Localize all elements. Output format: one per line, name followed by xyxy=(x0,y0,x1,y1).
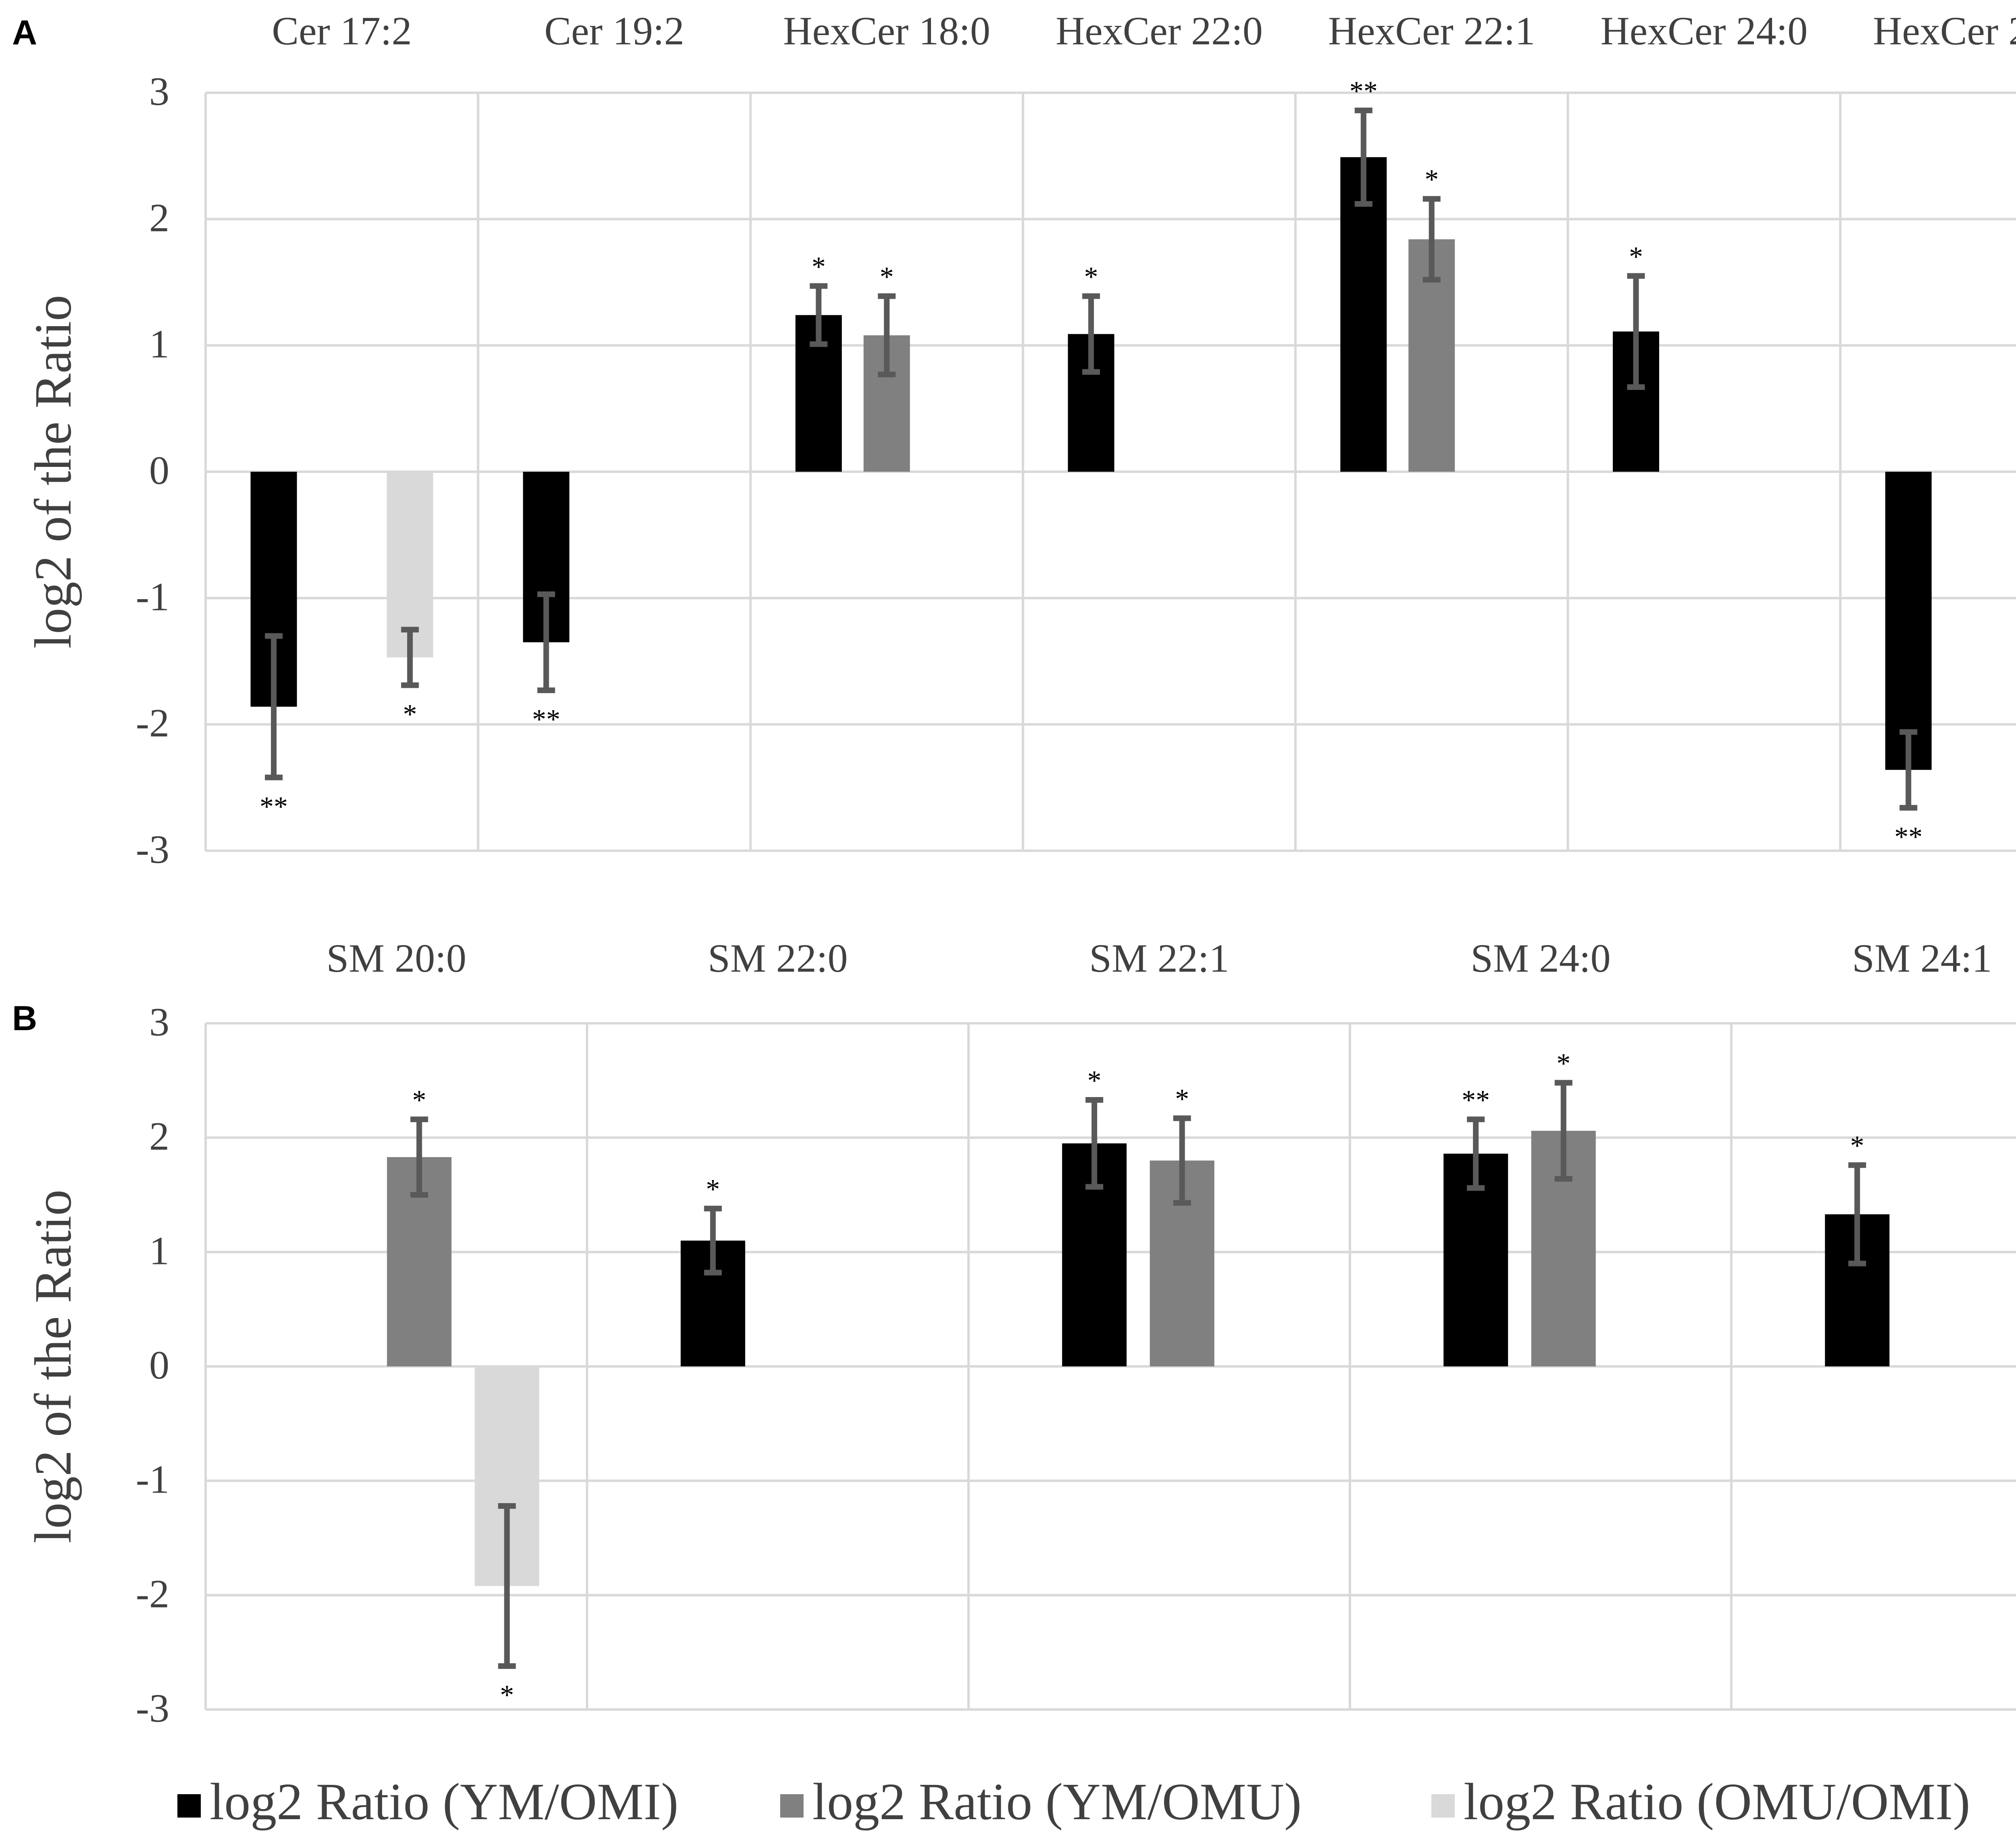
y-tick-label: -2 xyxy=(136,1571,169,1616)
significance-mark: ** xyxy=(532,704,560,735)
bar xyxy=(387,472,433,658)
significance-mark: ** xyxy=(260,791,288,822)
significance-mark: ** xyxy=(1894,821,1922,852)
y-tick-label: 0 xyxy=(149,448,169,493)
category-label: HexCer 22:0 xyxy=(1056,8,1263,53)
y-tick-label: 2 xyxy=(149,1114,169,1159)
chart-panel-a: 3 2 1 0 -1 -2 -3 log2 of the Ratio Cer 17:2 Cer 1… xyxy=(24,8,2016,872)
y-tick-label: 1 xyxy=(149,1228,169,1273)
significance-mark: * xyxy=(1425,164,1439,195)
legend-swatch xyxy=(177,1794,201,1818)
chart-panel-b: 3 2 1 0 -1 -2 -3 log2 of the Ratio SM 20:0 SM 22:… xyxy=(24,936,2016,1730)
category-label: HexCer 22:1 xyxy=(1328,8,1535,53)
legend-swatch xyxy=(1431,1794,1455,1818)
significance-mark: * xyxy=(812,251,826,282)
category-label: SM 24:0 xyxy=(1470,936,1610,981)
panel-label-a: A xyxy=(12,13,37,52)
y-tick-label: -1 xyxy=(136,574,169,619)
y-tick-label: 3 xyxy=(149,1000,169,1044)
significance-mark: * xyxy=(500,1680,514,1711)
y-axis-label: log2 of the Ratio xyxy=(24,295,82,648)
legend-label: log2 Ratio (YM/OMU) xyxy=(812,1773,1302,1831)
significance-mark: * xyxy=(880,261,894,292)
category-label: HexCer 18:0 xyxy=(783,8,990,53)
category-label: SM 22:0 xyxy=(708,936,848,981)
category-label: Cer 17:2 xyxy=(272,8,412,53)
y-tick-label: -3 xyxy=(136,1686,169,1730)
bar xyxy=(1885,472,1932,770)
y-tick-label: 1 xyxy=(149,322,169,366)
legend-label: log2 Ratio (YM/OMI) xyxy=(210,1773,679,1831)
legend-swatch xyxy=(780,1794,804,1818)
category-label: SM 22:1 xyxy=(1089,936,1229,981)
y-tick-label: -3 xyxy=(136,827,169,872)
significance-mark: ** xyxy=(1462,1085,1490,1116)
significance-mark: * xyxy=(403,699,417,730)
significance-mark: * xyxy=(1087,1065,1102,1096)
significance-mark: * xyxy=(1084,261,1098,292)
significance-mark: * xyxy=(1629,241,1643,272)
category-label: HexCer 26:4 xyxy=(1873,8,2016,53)
category-label: SM 20:0 xyxy=(326,936,466,981)
y-tick-label: -2 xyxy=(136,701,169,745)
significance-mark: * xyxy=(1175,1083,1189,1114)
legend: log2 Ratio (YM/OMI) log2 Ratio (YM/OMU) lo… xyxy=(177,1773,1970,1831)
legend-label: log2 Ratio (OMU/OMI) xyxy=(1464,1773,1970,1831)
significance-mark: * xyxy=(1850,1131,1864,1162)
category-label: HexCer 24:0 xyxy=(1601,8,1808,53)
y-tick-label: 3 xyxy=(149,69,169,114)
significance-mark: * xyxy=(706,1174,720,1205)
bar xyxy=(1340,157,1387,472)
significance-mark: * xyxy=(412,1085,426,1116)
category-label: Cer 19:2 xyxy=(544,8,684,53)
y-axis-label: log2 of the Ratio xyxy=(24,1189,82,1543)
significance-mark: * xyxy=(1556,1048,1570,1079)
category-label: SM 24:1 xyxy=(1852,936,1992,981)
significance-mark: ** xyxy=(1350,76,1378,107)
y-tick-label: -1 xyxy=(136,1457,169,1502)
y-tick-label: 0 xyxy=(149,1343,169,1387)
panel-label-b: B xyxy=(12,999,37,1038)
y-tick-label: 2 xyxy=(149,195,169,240)
